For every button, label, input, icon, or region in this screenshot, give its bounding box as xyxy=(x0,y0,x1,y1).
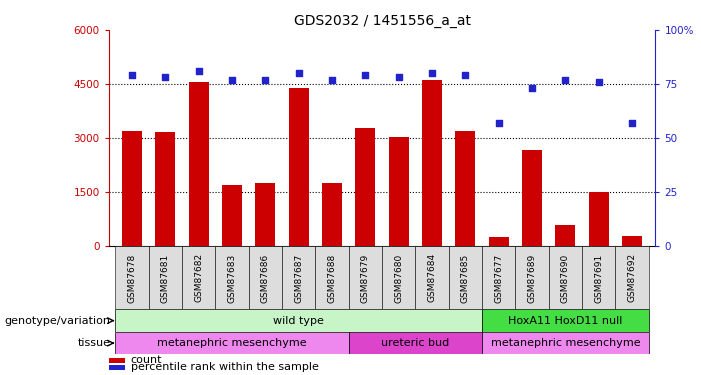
Text: genotype/variation: genotype/variation xyxy=(4,316,110,326)
Text: count: count xyxy=(130,356,162,365)
Bar xyxy=(449,246,482,309)
Bar xyxy=(109,364,125,370)
Text: GSM87679: GSM87679 xyxy=(361,253,370,303)
Bar xyxy=(116,309,482,332)
Text: GSM87688: GSM87688 xyxy=(327,253,336,303)
Text: GSM87685: GSM87685 xyxy=(461,253,470,303)
Text: GSM87687: GSM87687 xyxy=(294,253,304,303)
Bar xyxy=(482,246,515,309)
Text: ureteric bud: ureteric bud xyxy=(381,338,449,348)
Title: GDS2032 / 1451556_a_at: GDS2032 / 1451556_a_at xyxy=(294,13,470,28)
Bar xyxy=(522,150,542,246)
Bar xyxy=(182,246,215,309)
Bar xyxy=(315,246,348,309)
Bar xyxy=(122,130,142,246)
Text: GSM87682: GSM87682 xyxy=(194,253,203,302)
Point xyxy=(593,79,604,85)
Bar xyxy=(322,183,342,246)
Bar xyxy=(249,246,282,309)
Text: metanephric mesenchyme: metanephric mesenchyme xyxy=(491,338,640,348)
Text: GSM87690: GSM87690 xyxy=(561,253,570,303)
Text: GSM87692: GSM87692 xyxy=(627,253,637,302)
Text: tissue: tissue xyxy=(77,338,110,348)
Text: GSM87681: GSM87681 xyxy=(161,253,170,303)
Bar xyxy=(549,246,582,309)
Bar xyxy=(215,246,249,309)
Bar xyxy=(489,237,509,246)
Bar xyxy=(289,87,308,246)
Bar xyxy=(515,246,549,309)
Text: metanephric mesenchyme: metanephric mesenchyme xyxy=(157,338,307,348)
Point xyxy=(526,85,538,91)
Bar xyxy=(422,80,442,246)
Point xyxy=(560,76,571,82)
Bar xyxy=(348,332,482,354)
Bar xyxy=(189,82,209,246)
Text: GSM87677: GSM87677 xyxy=(494,253,503,303)
Bar xyxy=(355,128,375,246)
Point xyxy=(627,120,638,126)
Bar xyxy=(482,332,648,354)
Bar xyxy=(389,137,409,246)
Point xyxy=(293,70,304,76)
Text: GSM87686: GSM87686 xyxy=(261,253,270,303)
Point xyxy=(260,76,271,82)
Text: HoxA11 HoxD11 null: HoxA11 HoxD11 null xyxy=(508,316,622,326)
Text: wild type: wild type xyxy=(273,316,324,326)
Bar xyxy=(622,236,642,246)
Point xyxy=(360,72,371,78)
Point xyxy=(327,76,338,82)
Bar xyxy=(156,132,175,246)
Bar xyxy=(109,358,125,363)
Point xyxy=(160,74,171,81)
Bar xyxy=(382,246,416,309)
Bar xyxy=(582,246,615,309)
Bar xyxy=(222,184,242,246)
Bar xyxy=(615,246,648,309)
Bar xyxy=(456,130,475,246)
Point xyxy=(393,74,404,81)
Text: GSM87683: GSM87683 xyxy=(228,253,236,303)
Bar xyxy=(255,183,275,246)
Text: GSM87684: GSM87684 xyxy=(428,253,437,302)
Text: GSM87680: GSM87680 xyxy=(394,253,403,303)
Point xyxy=(426,70,437,76)
Bar xyxy=(149,246,182,309)
Text: GSM87678: GSM87678 xyxy=(128,253,137,303)
Point xyxy=(193,68,204,74)
Bar xyxy=(555,225,576,246)
Bar xyxy=(416,246,449,309)
Bar xyxy=(282,246,315,309)
Point xyxy=(460,72,471,78)
Text: percentile rank within the sample: percentile rank within the sample xyxy=(130,362,318,372)
Bar xyxy=(116,332,348,354)
Point xyxy=(493,120,504,126)
Point xyxy=(226,76,238,82)
Bar xyxy=(348,246,382,309)
Text: GSM87691: GSM87691 xyxy=(594,253,604,303)
Bar xyxy=(589,192,608,246)
Point xyxy=(126,72,137,78)
Bar xyxy=(116,246,149,309)
Bar xyxy=(482,309,648,332)
Text: GSM87689: GSM87689 xyxy=(528,253,536,303)
